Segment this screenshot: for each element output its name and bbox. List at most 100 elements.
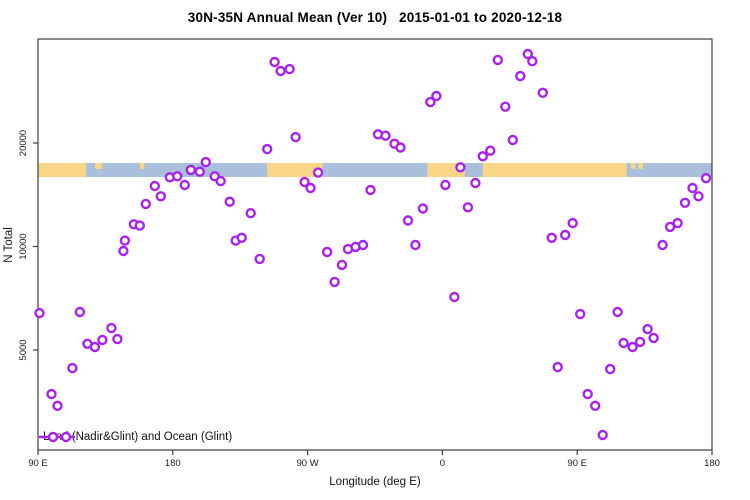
data-point bbox=[365, 184, 376, 196]
data-point bbox=[449, 291, 460, 303]
map-band-island bbox=[631, 163, 636, 169]
data-point bbox=[634, 336, 646, 348]
y-axis-title: N Total bbox=[3, 227, 15, 263]
data-point bbox=[140, 198, 152, 210]
data-point bbox=[236, 232, 247, 244]
data-point bbox=[284, 63, 295, 75]
x-tick-label: 0 bbox=[440, 458, 445, 469]
data-point bbox=[462, 202, 474, 213]
data-point bbox=[527, 56, 538, 67]
x-tick-label: 90 W bbox=[297, 458, 319, 469]
data-point bbox=[305, 182, 316, 194]
data-point bbox=[567, 217, 578, 229]
x-axis-title: Longitude (deg E) bbox=[329, 476, 421, 488]
data-point bbox=[46, 388, 57, 400]
data-point bbox=[664, 221, 676, 233]
map-band-island bbox=[94, 163, 103, 169]
data-point bbox=[245, 207, 256, 219]
data-point bbox=[425, 96, 436, 108]
data-point bbox=[179, 179, 191, 191]
data-point bbox=[582, 388, 593, 400]
plot-border bbox=[37, 38, 713, 451]
y-tick-label: 20000 bbox=[18, 130, 29, 156]
data-point bbox=[118, 245, 129, 257]
legend-label: Land (Nadir&Glint) and Ocean (Glint) bbox=[43, 431, 233, 443]
data-point bbox=[500, 101, 511, 112]
data-point bbox=[269, 56, 280, 68]
data-point bbox=[515, 70, 526, 82]
data-point bbox=[262, 143, 273, 155]
data-point bbox=[546, 232, 557, 244]
data-point bbox=[134, 220, 146, 231]
data-point bbox=[254, 253, 265, 265]
data-point bbox=[299, 176, 310, 188]
data-point bbox=[597, 429, 608, 441]
data-point bbox=[112, 333, 123, 345]
data-point bbox=[290, 131, 301, 143]
map-band-land bbox=[482, 163, 627, 177]
data-point bbox=[172, 171, 183, 182]
data-point bbox=[612, 306, 623, 318]
data-point bbox=[357, 239, 369, 251]
data-point bbox=[492, 54, 503, 66]
x-tick-label: 180 bbox=[704, 458, 720, 469]
data-point bbox=[470, 177, 481, 189]
data-point bbox=[224, 196, 235, 207]
data-point bbox=[590, 400, 601, 411]
data-point bbox=[485, 145, 496, 156]
chart-title: 30N-35N Annual Mean (Ver 10) 2015-01-01 … bbox=[187, 10, 563, 25]
data-point bbox=[97, 334, 108, 346]
data-point bbox=[657, 239, 668, 251]
data-point bbox=[395, 142, 406, 153]
data-point bbox=[575, 308, 586, 320]
data-point bbox=[687, 182, 698, 194]
data-point bbox=[560, 229, 571, 241]
data-point bbox=[410, 239, 421, 251]
data-point bbox=[552, 361, 563, 373]
data-point bbox=[455, 162, 466, 173]
data-point bbox=[74, 306, 86, 318]
data-point bbox=[402, 215, 414, 226]
data-point bbox=[155, 191, 167, 202]
data-point bbox=[627, 341, 638, 353]
data-point bbox=[149, 180, 161, 192]
data-point bbox=[431, 90, 442, 102]
data-point bbox=[194, 166, 206, 177]
data-point bbox=[618, 337, 629, 349]
data-point bbox=[34, 307, 45, 319]
data-point bbox=[477, 151, 488, 162]
y-tick-label: 5000 bbox=[18, 339, 29, 360]
data-point bbox=[329, 276, 340, 288]
legend-marker-icon bbox=[39, 431, 75, 443]
data-point bbox=[380, 130, 391, 141]
data-point bbox=[693, 191, 704, 202]
data-point bbox=[642, 323, 653, 335]
data-point bbox=[336, 259, 348, 271]
y-tick-label: 10000 bbox=[18, 233, 29, 259]
map-band-island bbox=[638, 163, 644, 169]
data-point bbox=[52, 400, 63, 411]
data-point bbox=[119, 235, 131, 246]
data-point bbox=[522, 48, 533, 60]
data-point bbox=[507, 134, 518, 146]
map-band-land bbox=[267, 163, 323, 177]
data-point bbox=[185, 164, 197, 176]
data-point bbox=[700, 172, 712, 184]
legend: Land (Nadir&Glint) and Ocean (Glint) bbox=[38, 429, 232, 445]
map-band-island bbox=[139, 163, 145, 169]
map-band-land bbox=[38, 163, 86, 177]
data-point bbox=[275, 65, 286, 77]
data-point bbox=[106, 322, 117, 334]
data-point bbox=[89, 341, 101, 353]
x-tick-label: 180 bbox=[165, 458, 181, 469]
data-point bbox=[605, 363, 616, 375]
data-point bbox=[417, 203, 429, 214]
data-point bbox=[215, 175, 226, 187]
data-point bbox=[440, 179, 451, 191]
data-point bbox=[312, 167, 324, 178]
x-tick-label: 90 E bbox=[28, 458, 48, 469]
data-point bbox=[679, 197, 691, 209]
data-point bbox=[648, 332, 659, 344]
